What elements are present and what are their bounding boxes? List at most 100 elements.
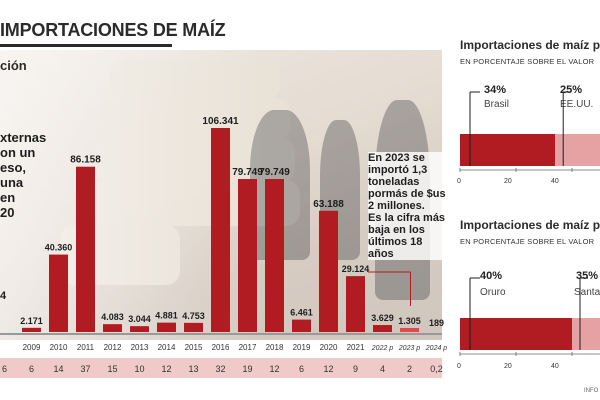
bar-value-label: 106.341 <box>202 116 239 127</box>
panel2-value-label-oruro: 40% <box>480 270 503 282</box>
bar-2015 <box>184 322 203 332</box>
hbar-Oruro <box>460 318 572 350</box>
bar-value-label: 4.881 <box>155 311 178 321</box>
x-axis-tick-label: 2024 p <box>425 345 448 352</box>
annotation-2023: En 2023 se importó 1,3 toneladas pormás … <box>368 152 446 260</box>
panel1-subtitle: EN PORCENTAJE SOBRE EL VALOR <box>460 57 595 66</box>
bar-value-label: 79.749 <box>259 167 290 178</box>
source-credit-fragment: INFO <box>584 388 599 394</box>
bottom-row-value: 12 <box>323 364 333 374</box>
x-axis-tick-label: 2022 p <box>371 345 394 352</box>
left-text-fragment: 4 <box>0 290 7 302</box>
panel2-title: Importaciones de maíz por <box>460 218 600 232</box>
panel2-value-label-santa: 35% <box>576 270 599 282</box>
bar-value-label: 4.083 <box>101 312 124 322</box>
chart-title: IMPORTACIONES DE MAÍZ <box>0 20 226 40</box>
bar-value-label: 40.360 <box>45 243 73 253</box>
bottom-row-value: 4 <box>380 364 385 374</box>
panel2-x-tick: 20 <box>504 363 512 370</box>
bar-value-label: 4.753 <box>182 311 205 321</box>
bottom-row-value: 6 <box>299 364 304 374</box>
left-text-fragment: on un <box>0 145 36 160</box>
bar-value-label: 2.171 <box>20 316 43 326</box>
annotation-line: años <box>368 248 394 260</box>
annotation-line: importó 1,3 <box>368 164 428 176</box>
x-axis-tick-label: 2012 <box>104 343 122 352</box>
panel2-x-tick: 40 <box>551 363 559 370</box>
x-axis-tick-label: 2018 <box>266 343 284 352</box>
annotation-line: toneladas <box>368 176 420 188</box>
x-axis-tick-label: 2009 <box>23 343 41 352</box>
bar-2018 <box>265 179 284 332</box>
bar-2020 <box>319 210 338 332</box>
bar-value-label: 3.044 <box>128 314 151 324</box>
bar-2010 <box>49 254 68 332</box>
left-text-fragment: 20 <box>0 205 15 220</box>
bottom-row-value: 12 <box>161 364 171 374</box>
x-axis-tick-label: 2014 <box>158 343 176 352</box>
bar-2016 <box>211 128 230 332</box>
bar-value-label: 79.749 <box>232 167 263 178</box>
annotation-line: baja en los <box>368 224 425 236</box>
panel1-x-tick: 0 <box>457 178 461 185</box>
bar-2019 <box>292 319 311 332</box>
annotation-line: últimos 18 <box>368 236 423 248</box>
panel1-x-tick: 40 <box>551 178 559 185</box>
left-text-fragment: xternas <box>0 130 47 145</box>
bar-2021 <box>346 276 365 332</box>
panel2-category-santa: Santa <box>574 287 600 298</box>
main-chart-baseline <box>0 333 442 335</box>
x-axis-tick-label: 2021 <box>347 343 365 352</box>
bottom-row-value: 32 <box>215 364 225 374</box>
bar-value-label: 86.158 <box>70 155 101 166</box>
title-underline <box>0 44 172 47</box>
bottom-row-band <box>0 358 442 378</box>
bar-value-label: 29.124 <box>342 264 370 274</box>
bar-2012 <box>103 324 122 332</box>
left-text-fragment: eso, <box>0 160 27 175</box>
annotation-line: pormás de $us <box>368 188 446 200</box>
bar-2009 <box>22 327 41 332</box>
bottom-row-value: 12 <box>269 364 279 374</box>
bottom-row-value: 15 <box>107 364 117 374</box>
x-axis-tick-label: 2015 <box>185 343 203 352</box>
annotation-line: En 2023 se <box>368 152 425 164</box>
hbar-Brasil <box>460 134 556 166</box>
panel1-value-label-brasil: 34% <box>484 84 507 96</box>
bottom-row-value: 9 <box>353 364 358 374</box>
x-axis-tick-label: 2013 <box>131 343 149 352</box>
hbar-EE.UU. <box>555 134 600 166</box>
bar-2023-p <box>400 328 419 332</box>
panel1-x-tick: 20 <box>504 178 512 185</box>
x-axis-tick-label: 2023 p <box>398 345 421 352</box>
bottom-row-value: 0,2 <box>430 364 443 374</box>
bar-2017 <box>238 179 257 332</box>
x-axis-tick-label: 2017 <box>239 343 257 352</box>
panel2-x-tick: 0 <box>457 363 461 370</box>
bar-value-label: 189 <box>429 318 444 328</box>
x-axis-tick-label: 2019 <box>293 343 311 352</box>
bottom-row-value: 6 <box>2 364 7 374</box>
bar-value-label: 1.305 <box>398 316 421 326</box>
x-axis-tick-label: 2010 <box>50 343 68 352</box>
bottom-row-value: 14 <box>53 364 63 374</box>
bar-2022-p <box>373 325 392 332</box>
bar-value-label: 63.188 <box>313 199 344 210</box>
bar-2014 <box>157 322 176 332</box>
left-text-fragment: una <box>0 175 24 190</box>
bar-value-label: 6.461 <box>290 308 313 318</box>
bar-2011 <box>76 166 95 332</box>
bottom-row-value: 37 <box>80 364 90 374</box>
left-text-fragment: en <box>0 190 16 205</box>
x-axis-tick-label: 2011 <box>77 343 95 352</box>
panel1-category-eeuu: EE.UU. <box>560 99 594 110</box>
panel1-title: Importaciones de maíz por <box>460 38 600 52</box>
bar-value-label: 3.629 <box>371 313 394 323</box>
panel1-value-label-eeuu: 25% <box>560 84 583 96</box>
x-axis-tick-label: 2020 <box>320 343 338 352</box>
bottom-row-value: 19 <box>242 364 252 374</box>
annotation-line: 2 millones. <box>368 200 425 212</box>
bottom-row-value: 13 <box>188 364 198 374</box>
